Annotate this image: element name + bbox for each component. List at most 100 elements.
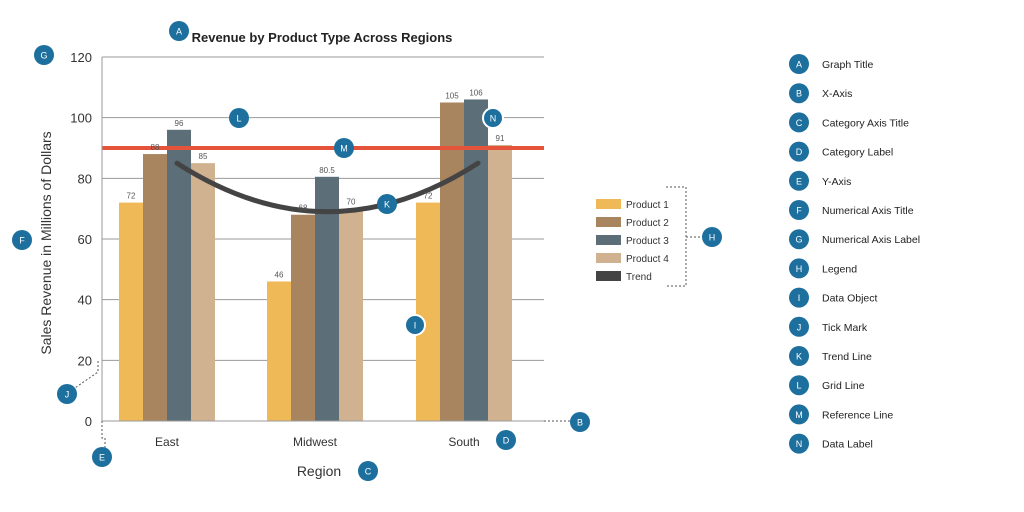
key-badge-circle bbox=[789, 112, 809, 133]
key-label: Reference Line bbox=[822, 409, 893, 421]
key-badge-letter: K bbox=[796, 352, 802, 362]
key-badge-circle bbox=[789, 346, 809, 366]
y-tick-label: 100 bbox=[70, 111, 92, 126]
key-badge-circle bbox=[789, 287, 809, 308]
bar-product-4 bbox=[488, 144, 512, 421]
annotation-badge-letter: M bbox=[340, 144, 348, 154]
bar-product-1 bbox=[119, 202, 143, 421]
legend-swatch bbox=[596, 271, 621, 281]
key-label: Grid Line bbox=[822, 380, 865, 392]
legend-swatch bbox=[596, 253, 621, 263]
key-label: Data Object bbox=[822, 293, 878, 305]
key-badge-circle bbox=[789, 258, 809, 279]
annotation-badge-circle bbox=[377, 194, 397, 214]
bar-product-1 bbox=[267, 281, 291, 421]
x-category-label: South bbox=[448, 435, 479, 449]
trend-line bbox=[174, 160, 481, 215]
annotation-badge-circle bbox=[34, 45, 54, 65]
annotation-badges: A B C D E F G H I J K L M N bbox=[12, 21, 722, 481]
legend: Product 1 Product 2 Product 3 Product 4 Tren… bbox=[596, 199, 669, 283]
x-category-label: East bbox=[155, 435, 180, 449]
key-badge-circle bbox=[789, 141, 809, 162]
annotation-badge-letter: B bbox=[577, 418, 583, 428]
key-badge-circle bbox=[789, 316, 809, 337]
data-label: 46 bbox=[275, 270, 284, 279]
key-badge-circle bbox=[789, 54, 809, 74]
key-label: X-Axis bbox=[822, 88, 852, 100]
key-label: Category Label bbox=[822, 147, 893, 159]
annotation-badge-letter: D bbox=[503, 436, 510, 446]
data-label: 85 bbox=[199, 152, 208, 161]
key-badge-letter: I bbox=[798, 293, 801, 303]
legend-swatch bbox=[596, 199, 621, 209]
bar-product-4 bbox=[339, 208, 363, 421]
data-label: 105 bbox=[445, 92, 459, 101]
legend-bracket bbox=[666, 186, 687, 287]
annotation-badge-circle bbox=[169, 21, 189, 41]
key-badge-circle bbox=[789, 404, 809, 425]
annotation-badge-letter: K bbox=[384, 200, 390, 210]
annotation-badge-circle bbox=[702, 227, 722, 247]
key-badge-letter: D bbox=[796, 147, 803, 157]
tick-mark-connector bbox=[71, 361, 99, 391]
legend-label: Trend bbox=[626, 272, 652, 283]
annotation-badge-letter: G bbox=[40, 51, 47, 61]
key-badge-letter: M bbox=[795, 410, 803, 420]
key-badge-circle bbox=[789, 375, 809, 396]
bar-product-4 bbox=[191, 163, 215, 421]
key-label: Tick Mark bbox=[822, 322, 868, 334]
key-badge-circle bbox=[789, 200, 809, 220]
annotation-badge-circle bbox=[57, 384, 77, 404]
annotation-badge-letter: F bbox=[19, 236, 25, 246]
annotation-badge-circle bbox=[92, 447, 112, 467]
y-axis-title: Sales Revenue in Millions of Dollars bbox=[38, 131, 54, 354]
annotation-badge-circle bbox=[482, 107, 504, 129]
key-badge-circle bbox=[789, 229, 809, 250]
legend-label: Product 4 bbox=[626, 254, 669, 265]
key-badge-letter: C bbox=[796, 118, 803, 128]
annotation-badge-letter: H bbox=[709, 233, 716, 243]
annotation-badge-circle bbox=[496, 430, 516, 450]
y-tick-label: 80 bbox=[78, 171, 92, 186]
y-axis-connector bbox=[101, 421, 106, 452]
y-tick-label: 60 bbox=[78, 232, 92, 247]
bars bbox=[119, 99, 512, 422]
legend-label: Product 1 bbox=[626, 200, 669, 211]
annotation-badge-circle bbox=[12, 230, 32, 250]
y-tick-label: 120 bbox=[70, 50, 92, 65]
annotation-badge-letter: C bbox=[365, 467, 372, 477]
annotation-badge-circle bbox=[570, 412, 590, 432]
key-badge-circle bbox=[789, 433, 809, 454]
annotation-badge-letter: E bbox=[99, 453, 105, 463]
key-badge-letter: H bbox=[796, 264, 803, 274]
data-label: 70 bbox=[347, 198, 356, 207]
legend-label: Product 3 bbox=[626, 236, 669, 247]
bar-product-3 bbox=[315, 176, 339, 421]
chart-title: Revenue by Product Type Across Regions bbox=[192, 30, 453, 45]
key-label: Legend bbox=[822, 263, 857, 275]
key-badge-letter: E bbox=[796, 176, 802, 186]
data-labels: 72 88 96 85 46 68 80.5 70 72 105 106 91 bbox=[127, 88, 505, 279]
x-category-label: Midwest bbox=[293, 435, 338, 449]
annotation-badge-letter: A bbox=[176, 27, 182, 37]
key-badge-circle bbox=[789, 83, 809, 104]
y-tick-label: 0 bbox=[85, 414, 92, 429]
y-tick-label: 20 bbox=[78, 353, 92, 368]
key-badge-letter: F bbox=[796, 206, 802, 216]
data-label: 106 bbox=[469, 88, 483, 97]
bar-product-1 bbox=[416, 202, 440, 421]
key-label: Graph Title bbox=[822, 59, 874, 71]
key-label: Category Axis Title bbox=[822, 117, 909, 129]
data-label: 91 bbox=[496, 134, 505, 143]
annotation-badge-letter: L bbox=[236, 114, 241, 124]
annotation-badge-letter: I bbox=[414, 321, 417, 331]
key-badge-letter: G bbox=[795, 235, 802, 245]
legend-label: Product 2 bbox=[626, 218, 669, 229]
y-tick-label: 40 bbox=[78, 293, 92, 308]
data-label: 72 bbox=[424, 192, 433, 201]
data-label: 72 bbox=[127, 192, 136, 201]
axes: Revenue by Product Type Across Regions R… bbox=[38, 30, 544, 479]
key-badge-letter: J bbox=[797, 322, 802, 332]
annotation-badge-letter: J bbox=[65, 390, 70, 400]
